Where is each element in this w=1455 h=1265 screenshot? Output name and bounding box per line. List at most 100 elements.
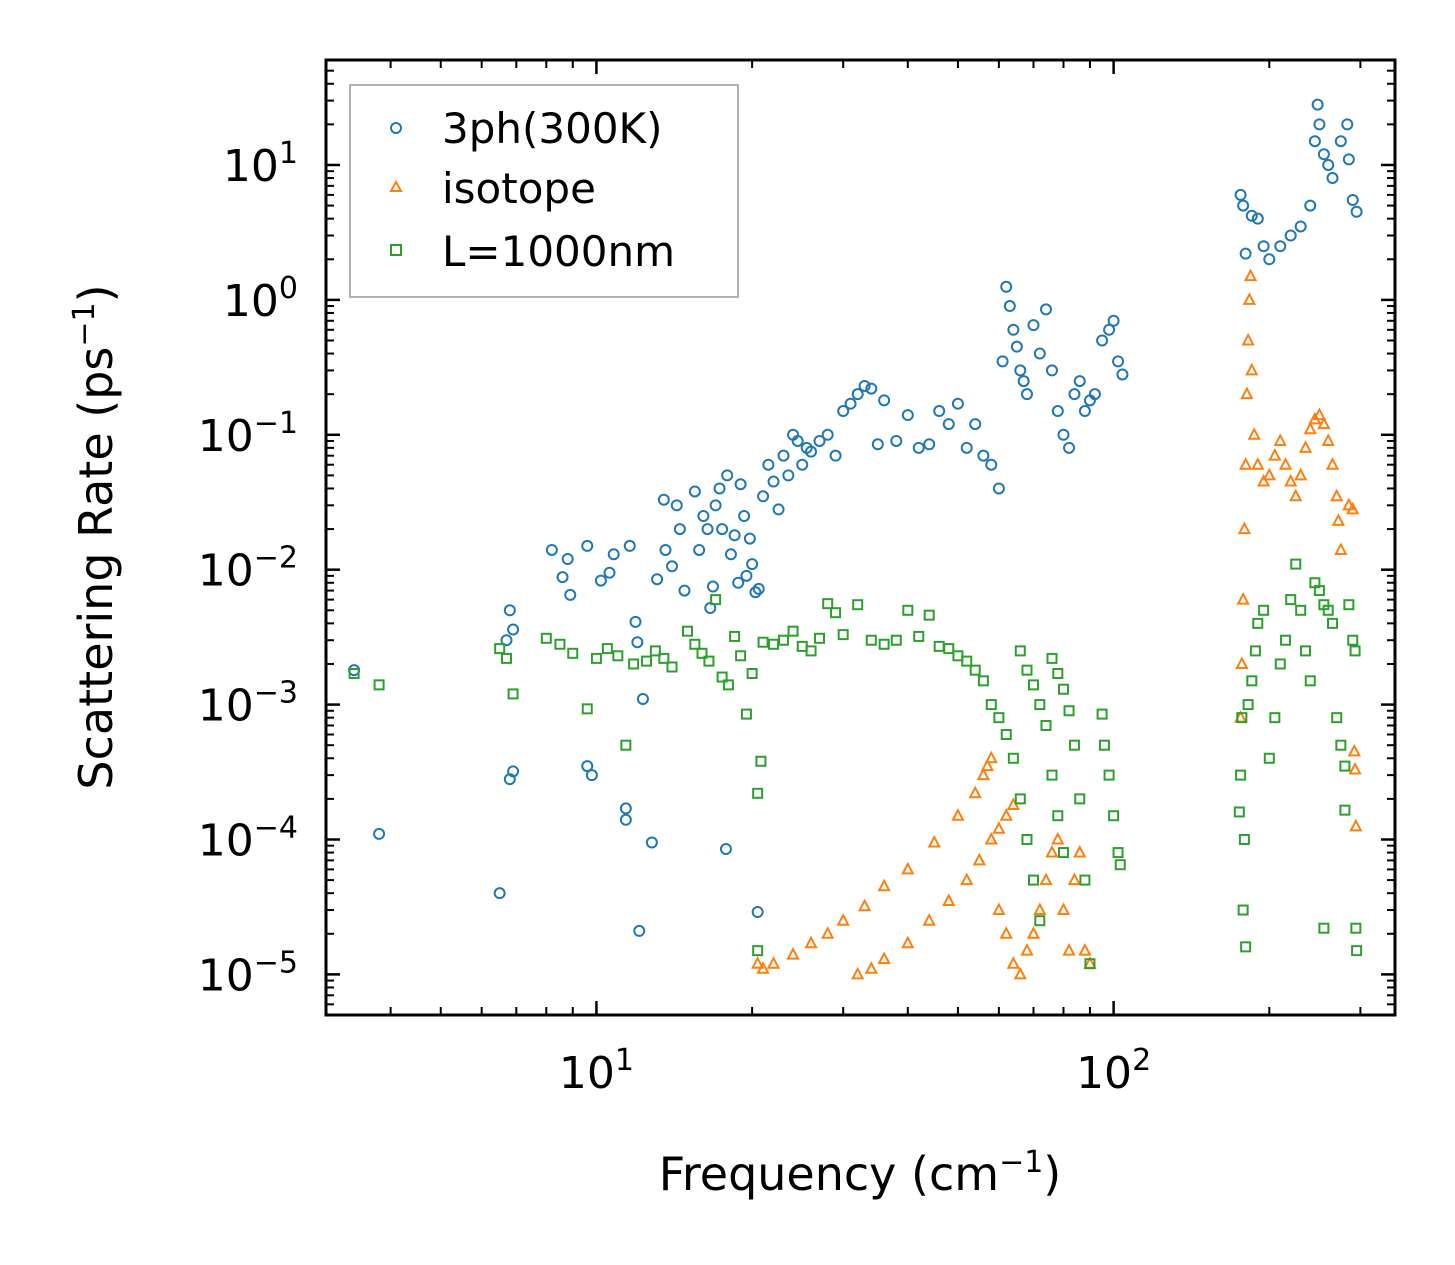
data-point — [1349, 818, 1363, 832]
data-point — [977, 449, 990, 462]
data-point — [729, 630, 741, 642]
series-0 — [348, 98, 1363, 937]
x-axis-title: Frequency (cm−1) — [659, 1145, 1062, 1201]
series-1 — [751, 268, 1363, 980]
data-point — [1116, 368, 1129, 381]
data-point — [837, 405, 850, 418]
data-point — [1321, 433, 1335, 446]
data-point — [1331, 513, 1346, 526]
data-point — [1240, 386, 1254, 400]
y-tick-label: 10−5 — [198, 945, 298, 1001]
data-point — [1252, 617, 1264, 629]
data-point — [1017, 375, 1030, 388]
legend-marker-boundary — [390, 244, 402, 256]
data-point — [507, 623, 520, 636]
data-point — [636, 693, 649, 706]
data-point — [1020, 942, 1034, 956]
data-point — [740, 569, 753, 582]
data-point — [972, 852, 986, 866]
data-point — [1339, 804, 1351, 816]
data-point — [1304, 199, 1317, 212]
data-point — [878, 394, 891, 407]
data-point — [670, 499, 683, 512]
data-point — [1322, 158, 1335, 171]
x-tick-label: 101 — [559, 1043, 634, 1099]
data-point — [1251, 212, 1264, 225]
data-point — [1239, 247, 1252, 260]
data-point — [960, 441, 973, 454]
data-point — [1241, 332, 1255, 346]
data-point — [561, 553, 574, 566]
data-point — [1033, 902, 1047, 916]
data-point — [503, 604, 516, 617]
data-point — [1274, 240, 1287, 253]
data-point — [1311, 98, 1324, 111]
data-point — [927, 834, 941, 848]
data-point — [645, 836, 658, 849]
data-point — [1240, 941, 1252, 953]
data-point — [581, 539, 594, 552]
data-point — [1046, 769, 1058, 781]
y-tick-label: 10−1 — [198, 406, 298, 462]
data-point — [766, 956, 781, 969]
data-point — [1034, 915, 1046, 927]
data-point — [1348, 761, 1362, 775]
data-point — [567, 647, 579, 659]
data-point — [1235, 769, 1247, 781]
data-point — [1263, 253, 1276, 266]
data-point — [1114, 859, 1126, 871]
data-point — [1039, 872, 1053, 886]
legend-label-isotope: isotope — [442, 164, 596, 213]
data-point — [796, 458, 809, 471]
data-point — [1347, 743, 1361, 757]
data-point — [901, 935, 915, 949]
data-point — [658, 652, 670, 664]
data-point — [1057, 847, 1069, 859]
data-point — [1103, 323, 1116, 336]
data-point — [1014, 645, 1026, 657]
legend-box — [349, 84, 739, 298]
data-point — [1334, 542, 1348, 555]
data-point — [852, 599, 864, 611]
data-point — [1074, 793, 1086, 805]
legend-label-boundary: L=1000nm — [442, 227, 675, 276]
data-point — [1236, 712, 1248, 724]
data-point — [1243, 268, 1258, 282]
data-point — [968, 785, 982, 799]
data-point — [1079, 874, 1091, 886]
data-point — [1010, 340, 1023, 353]
data-point — [545, 543, 558, 556]
data-point — [724, 548, 737, 561]
data-point — [701, 523, 714, 536]
data-point — [732, 576, 745, 589]
data-point — [706, 580, 719, 593]
data-point — [1349, 645, 1361, 657]
data-point — [1039, 303, 1052, 316]
data-point — [805, 645, 817, 657]
data-point — [373, 679, 385, 691]
data-point — [943, 643, 955, 655]
data-point — [992, 482, 1005, 495]
data-point — [999, 808, 1013, 821]
data-point — [1284, 229, 1297, 242]
data-point — [1268, 448, 1282, 461]
data-point — [814, 632, 826, 644]
data-point — [585, 769, 598, 782]
data-point — [942, 893, 956, 906]
data-point — [871, 438, 884, 451]
data-point — [996, 355, 1009, 368]
data-point — [716, 671, 728, 683]
data-point — [1051, 405, 1064, 418]
data-point — [767, 475, 780, 488]
data-point — [1304, 675, 1316, 687]
data-point — [756, 961, 770, 974]
data-point — [890, 434, 903, 447]
data-point — [757, 636, 769, 648]
data-point — [923, 438, 936, 451]
data-point — [952, 650, 964, 662]
data-point — [1107, 314, 1120, 327]
data-point — [836, 913, 850, 926]
data-point — [901, 409, 914, 422]
data-point — [787, 625, 799, 637]
data-point — [984, 750, 998, 764]
